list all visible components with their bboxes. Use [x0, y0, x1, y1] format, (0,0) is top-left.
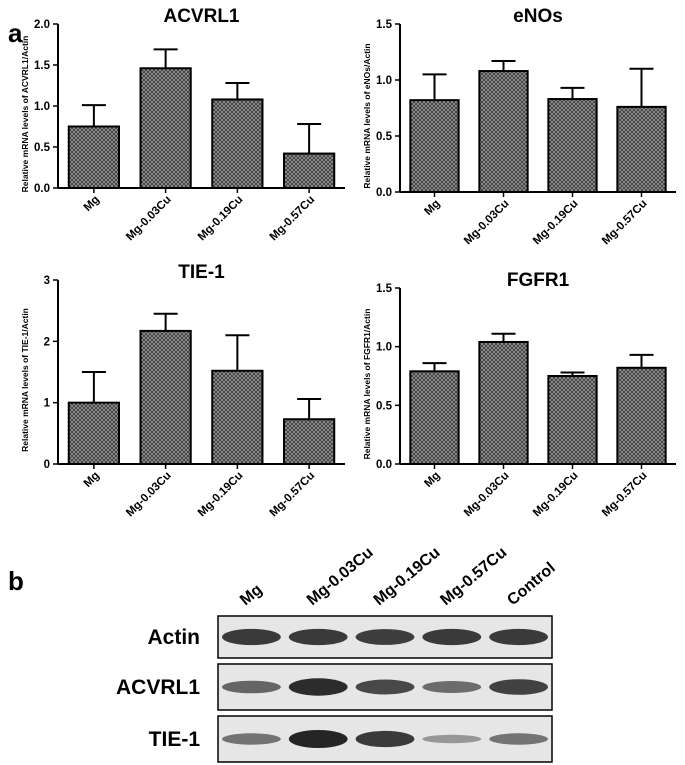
x-tick-label: Mg-0.57Cu [600, 470, 650, 520]
bar [616, 105, 667, 193]
blot-lane-label: Mg-0.03Cu [304, 544, 377, 609]
y-axis-label: Relative mRNA levels of TIE-1/Actin [20, 308, 30, 452]
y-tick-label: 1.0 [376, 75, 392, 87]
y-tick-label: 2.0 [34, 19, 50, 31]
blot-band [422, 681, 482, 693]
blot-band [355, 679, 415, 695]
y-tick-label: 2 [44, 336, 50, 348]
y-tick-label: 3 [44, 275, 50, 287]
blot-band [288, 628, 348, 646]
x-tick-label: Mg-0.19Cu [196, 194, 246, 244]
x-tick-label: Mg-0.19Cu [531, 470, 581, 520]
y-tick-label: 1.5 [376, 19, 393, 31]
bar [67, 125, 120, 189]
blot-lane-label: Mg [237, 581, 266, 609]
y-tick-label: 1.5 [34, 60, 51, 72]
y-axis-label: Relative mRNA levels of ACVRL1/Actin [20, 36, 30, 193]
blot-band [288, 730, 348, 748]
y-tick-label: 0.5 [376, 400, 393, 412]
blot-lane-label: Control [504, 559, 558, 609]
x-tick-label: Mg-0.57Cu [268, 194, 318, 244]
x-tick-label: Mg-0.03Cu [462, 470, 512, 520]
blot-band [422, 628, 482, 646]
chart-title: eNOs [513, 6, 563, 27]
x-tick-label: Mg-0.19Cu [196, 470, 246, 520]
chart-title: ACVRL1 [163, 6, 239, 27]
panel-label-a: a [8, 18, 23, 48]
blot-band [222, 628, 281, 646]
y-tick-label: 1.0 [376, 342, 392, 354]
chart-title: TIE-1 [178, 262, 225, 283]
bar [478, 70, 529, 193]
bar [616, 366, 667, 465]
y-tick-label: 0.5 [376, 131, 393, 143]
blot-row-label: TIE-1 [149, 728, 201, 751]
bar [211, 98, 264, 189]
bar [67, 401, 120, 465]
blot-band [422, 734, 482, 744]
bar [139, 329, 192, 466]
y-tick-label: 0 [44, 459, 50, 471]
bar [547, 375, 598, 465]
x-tick-label: Mg [82, 194, 102, 214]
chart-title: FGFR1 [507, 270, 570, 291]
bar [283, 418, 336, 465]
blot-band [288, 678, 348, 696]
bar [283, 152, 336, 189]
y-tick-label: 1 [44, 398, 51, 410]
blot-row-label: ACVRL1 [116, 676, 200, 699]
y-tick-label: 1.0 [34, 101, 50, 113]
bar [478, 340, 529, 465]
x-tick-label: Mg-0.19Cu [531, 198, 581, 248]
y-axis-label: Relative mRNA levels of FGFR1/Actin [362, 309, 372, 460]
y-tick-label: 0.0 [34, 183, 50, 195]
chart-tie1: TIE-1 Relative mRNA levels of TIE-1/Actin… [20, 262, 345, 519]
y-axis-label: Relative mRNA levels of eNOs/Actin [362, 43, 372, 188]
blot-band [355, 629, 415, 645]
x-tick-label: Mg-0.57Cu [268, 470, 318, 520]
y-tick-label: 0.0 [376, 187, 392, 199]
chart-fgfr1: FGFR1 Relative mRNA levels of FGFR1/Actin… [362, 270, 676, 519]
bar [409, 370, 460, 466]
blot-row-label: Actin [148, 626, 201, 649]
blot-band [489, 679, 548, 695]
blot-band [489, 733, 548, 745]
blot-lane-label: Mg-0.57Cu [437, 544, 510, 609]
y-tick-label: 0.0 [376, 459, 392, 471]
blot-band [222, 733, 281, 745]
blot-band [489, 628, 548, 646]
bar [409, 99, 460, 193]
x-tick-label: Mg-0.57Cu [600, 198, 650, 248]
bar [211, 369, 264, 466]
x-tick-label: Mg [422, 470, 442, 490]
bar [547, 98, 598, 193]
blot-band [222, 680, 281, 694]
blot-band [355, 730, 415, 748]
x-tick-label: Mg [422, 198, 442, 218]
bar [139, 67, 192, 189]
x-tick-label: Mg-0.03Cu [462, 198, 512, 248]
blot-lane-label: Mg-0.19Cu [371, 544, 444, 609]
chart-acvrl1: ACVRL1 Relative mRNA levels of ACVRL1/Act… [20, 6, 345, 243]
y-tick-label: 0.5 [34, 142, 51, 154]
y-tick-label: 1.5 [376, 283, 393, 295]
chart-enos: eNOs Relative mRNA levels of eNOs/Actin 0.… [362, 6, 676, 247]
x-tick-label: Mg-0.03Cu [124, 194, 174, 244]
panel-label-b: b [8, 566, 24, 596]
x-tick-label: Mg [82, 470, 102, 490]
x-tick-label: Mg-0.03Cu [124, 470, 174, 520]
